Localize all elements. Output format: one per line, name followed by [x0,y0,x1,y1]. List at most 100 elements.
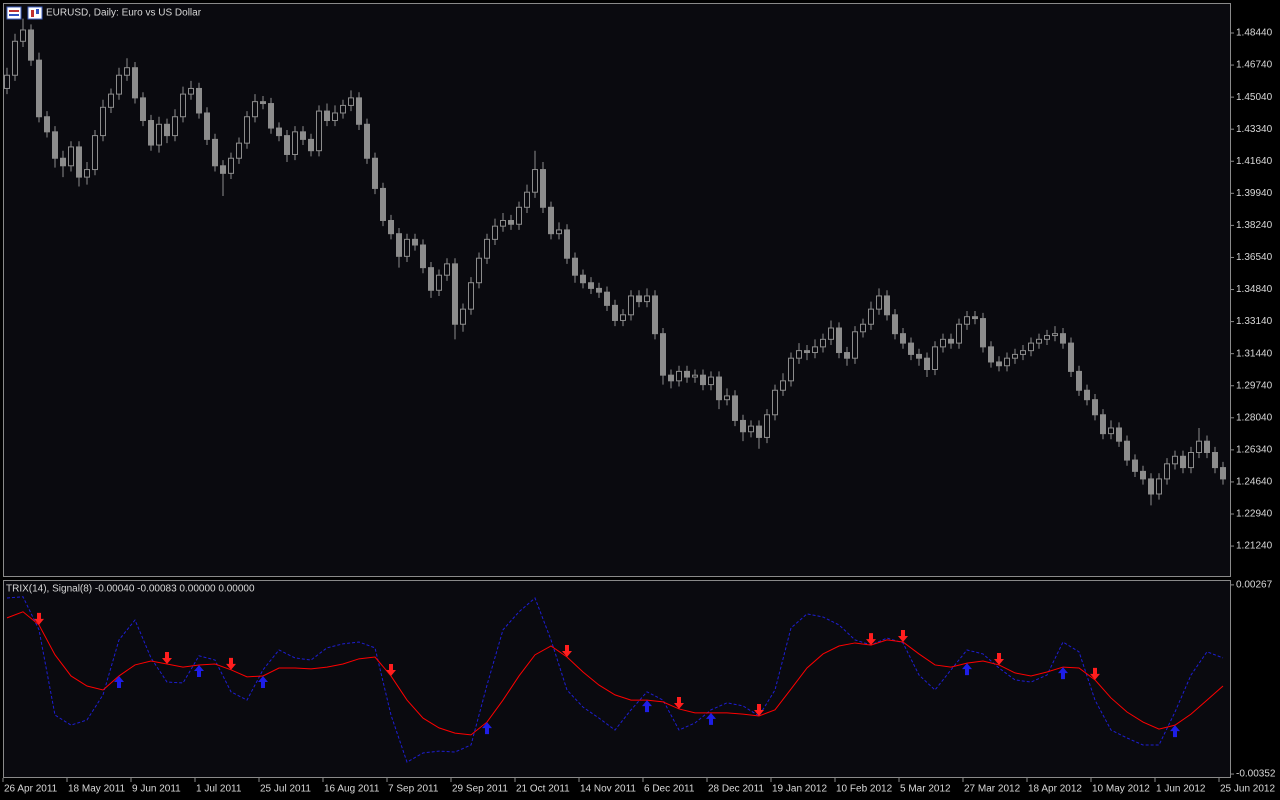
y-tick-label: 1.43340 [1236,124,1273,135]
buy-arrow [482,722,492,735]
sell-arrow [386,663,396,676]
candle-body [1036,338,1042,344]
candle-body [948,338,954,344]
candle-body [740,419,746,433]
candle-body [212,138,218,167]
y-tick-label: 1.28040 [1236,412,1273,423]
candle-body [316,110,322,152]
y-tick-label: 1.22940 [1236,509,1273,520]
sell-arrow [34,612,44,625]
y-tick-label: 1.33140 [1236,316,1273,327]
indicator-title: TRIX(14), Signal(8) -0.00040 -0.00083 0.… [6,584,255,595]
candle-body [204,112,210,140]
x-tick-label: 1 Jul 2011 [196,784,242,795]
candle-body [940,338,946,348]
candle-body [412,238,418,246]
sell-arrow [674,696,684,709]
candle-body [868,308,874,325]
y-tick-label: 1.39940 [1236,188,1273,199]
candle-body [1060,333,1066,344]
x-tick-label: 18 May 2011 [68,784,126,795]
y-tick-label: 1.24640 [1236,477,1273,488]
candle-body [1052,333,1058,337]
icon-part [9,10,19,12]
candle-body [44,116,50,133]
candle-body [300,131,306,140]
candle-body [452,263,458,325]
y-tick-label: 1.48440 [1236,28,1273,39]
y-tick-label: 1.21240 [1236,541,1273,552]
chart-title: EURUSD, Daily: Euro vs US Dollar [46,8,202,19]
candle-body [220,165,226,174]
candle-body [1164,463,1170,480]
candle-body [36,59,42,118]
candle-body [172,116,178,137]
candle-body [716,376,722,401]
candle-body [1084,389,1090,401]
x-tick-label: 5 Mar 2012 [900,784,951,795]
candle-body [1092,399,1098,416]
candle-body [60,157,66,167]
candle-body [892,314,898,335]
candle-body [532,169,538,193]
candle-body [1172,455,1178,465]
candle-body [164,123,170,137]
buy-arrow [194,664,204,677]
candle-body [884,295,890,316]
candle-body [1012,353,1018,359]
x-tick-label: 26 Apr 2011 [4,784,58,795]
x-tick-label: 21 Oct 2011 [516,784,570,795]
y-tick-label: 1.29740 [1236,380,1273,391]
candle-body [1212,452,1218,469]
candle-body [1140,470,1146,480]
candle-body [12,40,18,76]
candle-body [972,316,978,320]
candle-body [1148,478,1154,495]
candle-body [460,308,466,325]
sell-arrow [1090,667,1100,680]
candle-body [1116,427,1122,442]
candle-body [516,206,522,225]
candle-body [52,131,58,159]
candle-body [284,135,290,155]
candle-body [188,87,194,95]
candle-body [756,425,762,438]
candle-body [580,274,586,284]
candle-body [180,93,186,118]
candle-body [420,244,426,269]
sell-arrow [162,652,172,665]
candle-body [100,106,106,137]
candle-body [540,169,546,208]
candle-body [596,287,602,293]
candle-body [916,353,922,359]
candle-body [772,389,778,416]
candle-body [404,238,410,257]
candle-body [1076,370,1082,391]
y-tick-label: 0.00267 [1236,580,1273,591]
candle-body [1188,452,1194,469]
toolbar-icons [6,6,43,20]
candle-body [1100,414,1106,435]
candle-body [652,295,658,335]
candle-body [84,169,90,178]
candle-body [860,323,866,333]
candle-body [804,350,810,354]
candle-body [628,295,634,316]
candle-body [436,274,442,291]
x-tick-label: 16 Aug 2011 [324,784,380,795]
candle-body [852,331,858,359]
candle-body [372,157,378,189]
candle-body [780,380,786,391]
buy-arrow [1170,725,1180,738]
candle-body [228,157,234,174]
candle-body [1004,357,1010,367]
x-tick-label: 25 Jun 2012 [1220,784,1275,795]
buy-arrow [962,663,972,676]
x-tick-label: 9 Jun 2011 [132,784,181,795]
candle-body [692,374,698,378]
candle-body [700,374,706,386]
candle-body [268,103,274,129]
x-tick-label: 1 Jun 2012 [1156,784,1206,795]
candle-body [556,229,562,235]
